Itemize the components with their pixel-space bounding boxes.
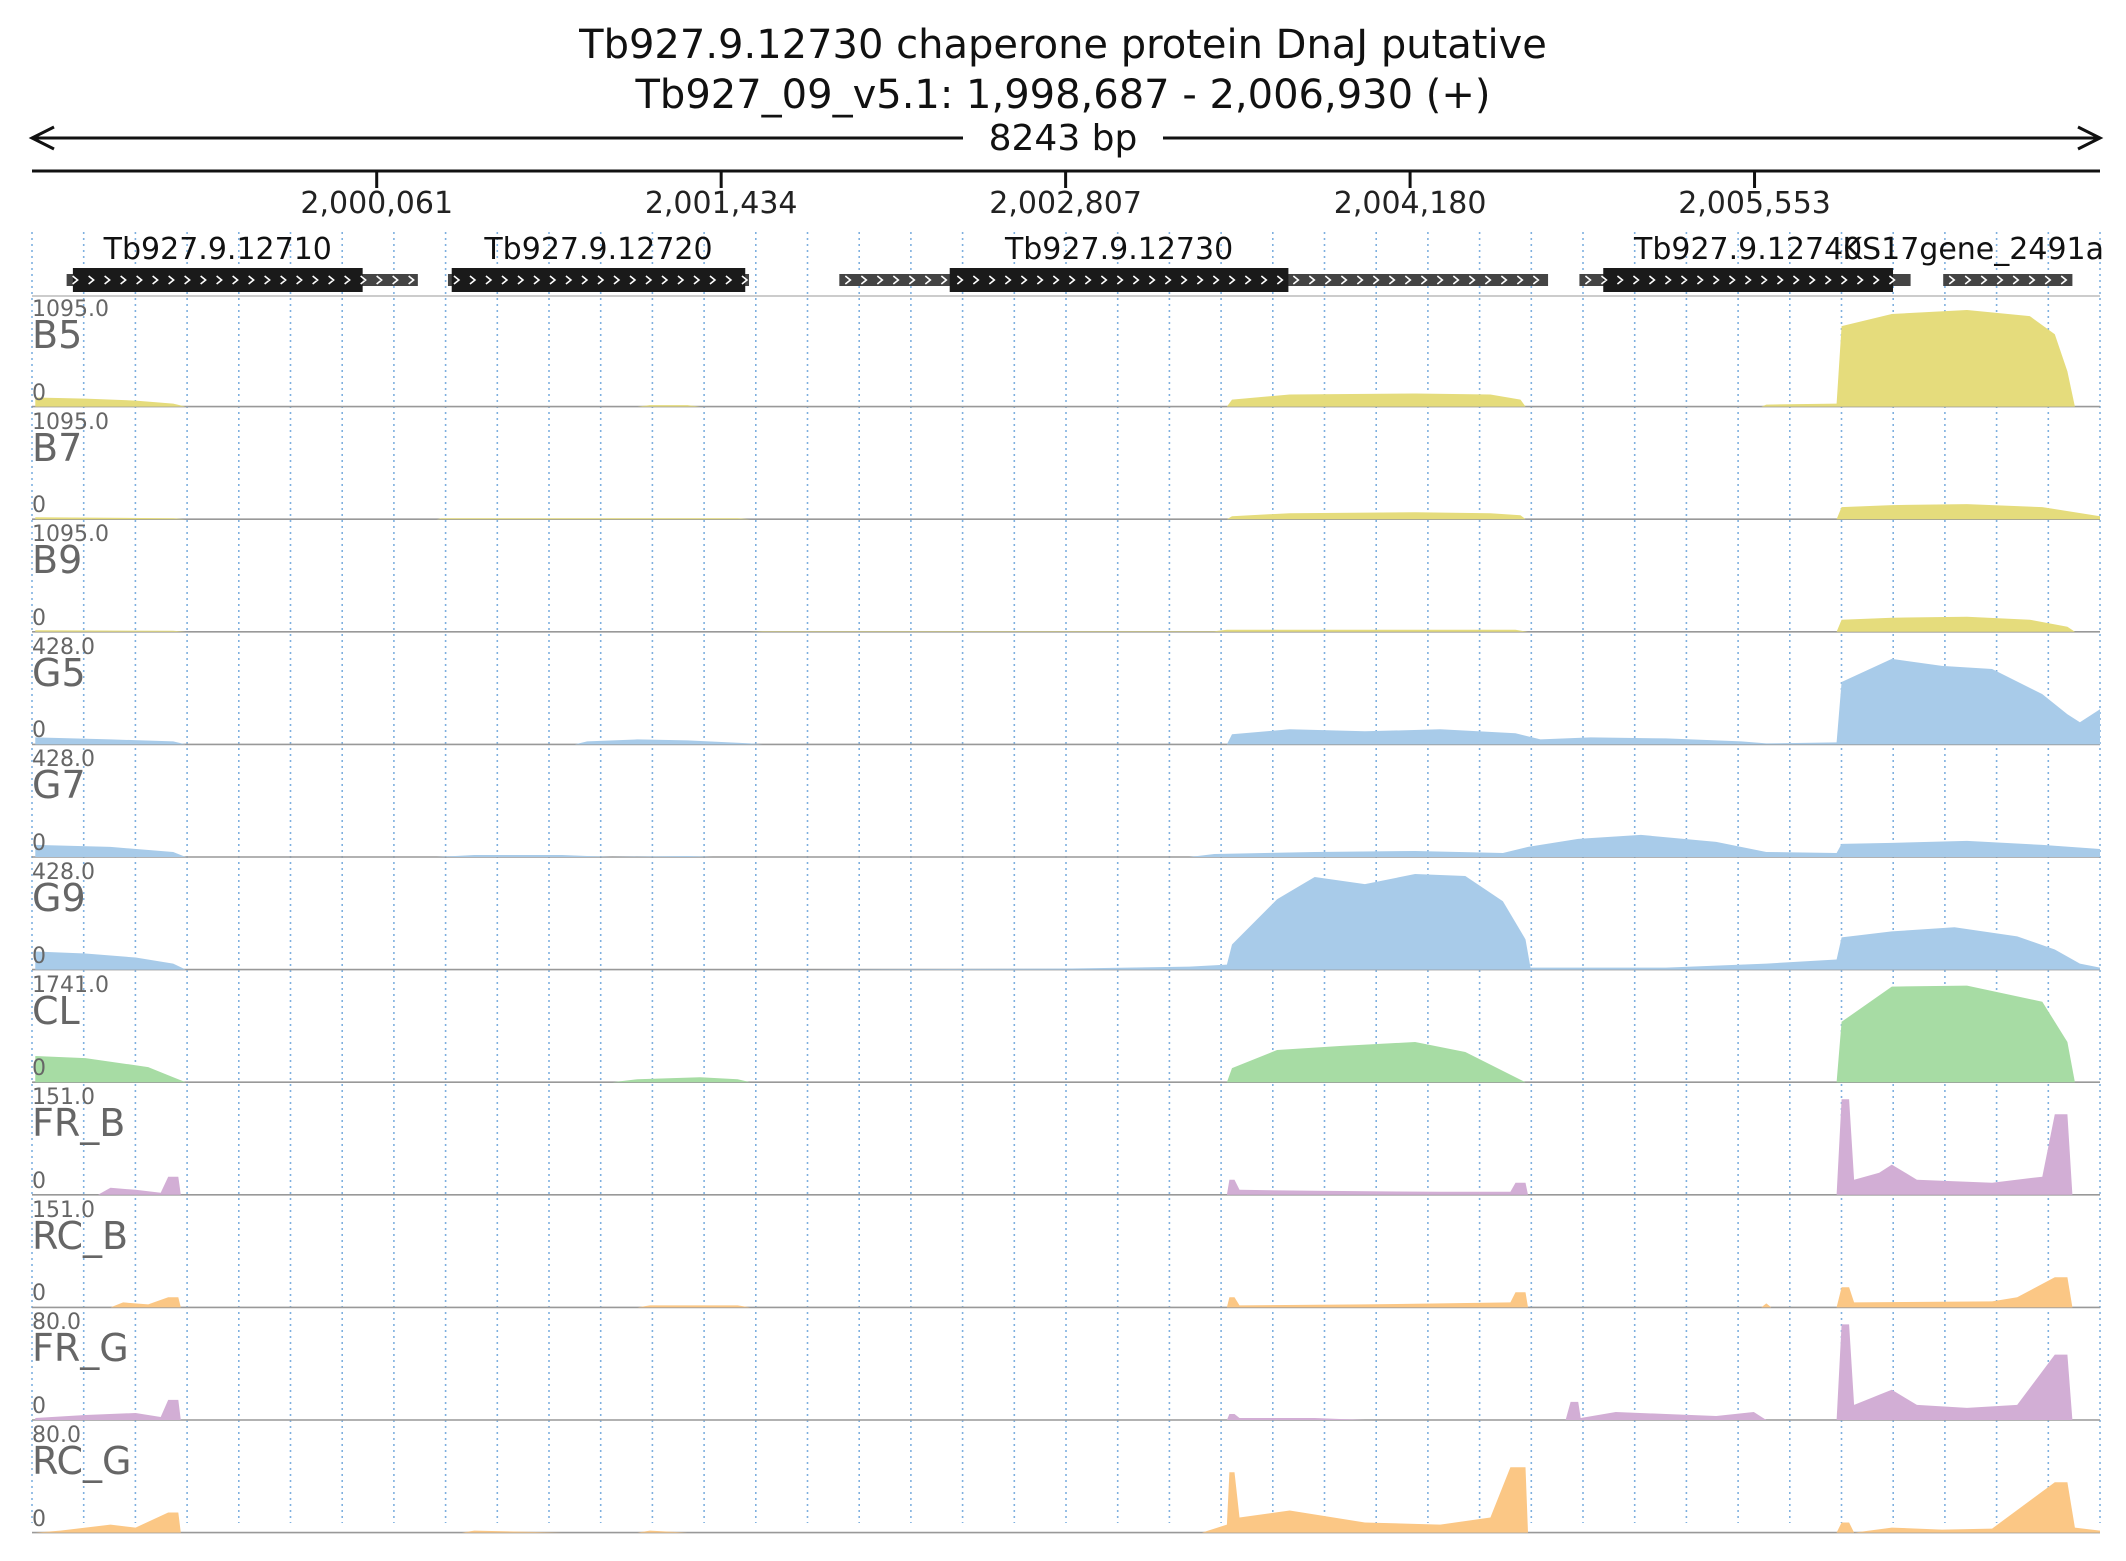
track-name-label: RC_G [32, 1439, 132, 1483]
ruler-tick-label: 2,000,061 [300, 186, 454, 221]
coverage-track [32, 310, 2100, 408]
track-name-label: CL [32, 988, 80, 1033]
ruler-tick-label: 2,004,180 [1333, 186, 1487, 221]
track-zero-label: 0 [32, 718, 46, 744]
strand-chevrons [1948, 275, 2068, 285]
track-name-label: B7 [32, 425, 83, 470]
gene-model [447, 268, 750, 292]
track-zero-label: 0 [32, 493, 46, 519]
coverage-area [35, 985, 2075, 1083]
track-name-label: G9 [32, 876, 86, 920]
track-zero-label: 0 [32, 943, 46, 969]
coverage-track [32, 985, 2100, 1083]
coverage-track [32, 834, 2100, 858]
track-name-label: B9 [32, 538, 83, 583]
track-max-label: 1741.0 [32, 972, 109, 998]
coverage-track [32, 504, 2100, 521]
track-name-label: RC_B [32, 1213, 129, 1258]
gene-model [839, 268, 1549, 292]
span-length-label: 8243 bp [963, 118, 1163, 159]
coverage-area [35, 310, 2075, 407]
coverage-area [35, 874, 2100, 970]
gene-model [1579, 268, 1911, 292]
track-zero-label: 0 [32, 605, 46, 631]
gene-label: Tb927.9.12740 [1634, 232, 1863, 267]
track-max-label: 80.0 [32, 1423, 81, 1448]
coverage-area [35, 658, 2100, 745]
track-name-label: G7 [32, 763, 86, 808]
coverage-area [35, 1277, 2073, 1308]
track-zero-label: 0 [32, 1281, 46, 1307]
track-max-label: 1095.0 [32, 409, 109, 435]
ruler-tick-label: 2,005,553 [1678, 186, 1831, 221]
track-zero-label: 0 [32, 1506, 46, 1532]
gene-label: Tb927.9.12710 [103, 232, 332, 267]
coverage-area [35, 1099, 2073, 1195]
ruler-tick-label: 2,001,434 [644, 186, 798, 221]
coverage-area [35, 1324, 2073, 1420]
gene-model [1943, 274, 2073, 286]
strand-chevrons [1584, 275, 1896, 285]
ruler-tick-label: 2,002,807 [989, 186, 1142, 221]
gene-utr [1943, 274, 2073, 286]
coverage-track [32, 1277, 2100, 1309]
track-max-label: 1095.0 [32, 297, 109, 322]
track-name-label: B5 [32, 313, 83, 357]
gene-cds [451, 268, 746, 292]
grid-lines [31, 232, 2101, 1523]
chart-subtitle: Tb927_09_v5.1: 1,998,687 - 2,006,930 (+) [635, 72, 1491, 118]
gene-label: KS17gene_2491a [1842, 232, 2104, 267]
track-max-label: 428.0 [32, 860, 95, 885]
coverage-area [35, 504, 2100, 520]
track-max-label: 80.0 [32, 1310, 81, 1336]
track-zero-label: 0 [32, 380, 46, 406]
gene-cds [949, 268, 1289, 292]
coverage-track [32, 874, 2100, 971]
gene-label: Tb927.9.12720 [484, 232, 713, 267]
span-arrow-left-head [28, 125, 55, 151]
coverage-track [32, 1324, 2100, 1421]
chart-title: Tb927.9.12730 chaperone protein DnaJ put… [579, 22, 1547, 68]
span-arrow-right-head [2077, 125, 2104, 151]
gene-model [66, 268, 418, 292]
gene-cds [72, 268, 363, 292]
track-max-label: 1095.0 [32, 522, 109, 548]
track-max-label: 151.0 [32, 1085, 95, 1111]
track-name-label: G5 [32, 650, 86, 695]
coverage-track [32, 1467, 2100, 1534]
coverage-area [35, 616, 2075, 632]
coverage-area [35, 834, 2100, 857]
gene-cds [1603, 268, 1894, 292]
coverage-track [32, 1099, 2100, 1196]
track-max-label: 428.0 [32, 634, 95, 660]
strand-chevrons [72, 275, 415, 285]
track-name-label: FR_G [32, 1326, 129, 1371]
coverage-track [32, 658, 2100, 746]
track-zero-label: 0 [32, 831, 46, 856]
track-name-label: FR_B [32, 1101, 126, 1146]
track-zero-label: 0 [32, 1394, 46, 1419]
track-max-label: 151.0 [32, 1197, 95, 1223]
coverage-track [32, 616, 2100, 633]
track-zero-label: 0 [32, 1168, 46, 1194]
gene-label: Tb927.9.12730 [1004, 232, 1234, 267]
track-max-label: 428.0 [32, 747, 95, 773]
track-zero-label: 0 [32, 1056, 46, 1082]
strand-chevrons [844, 275, 1540, 285]
strand-chevrons [453, 275, 749, 285]
